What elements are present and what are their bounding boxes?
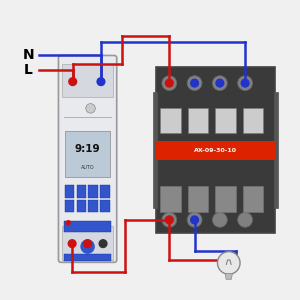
Circle shape: [238, 76, 253, 91]
Bar: [65, 200, 74, 212]
Bar: [188, 186, 208, 212]
Bar: [64, 221, 111, 232]
Bar: [76, 200, 86, 212]
Bar: [188, 108, 208, 134]
Circle shape: [99, 240, 107, 248]
Circle shape: [191, 79, 198, 87]
Circle shape: [97, 78, 105, 86]
Bar: [156, 67, 275, 233]
Circle shape: [86, 103, 95, 113]
Text: L: L: [24, 63, 33, 77]
Bar: [100, 185, 110, 198]
Circle shape: [191, 216, 198, 224]
Circle shape: [81, 240, 94, 253]
Circle shape: [69, 78, 76, 86]
Circle shape: [187, 212, 202, 227]
Bar: [243, 108, 263, 134]
Bar: [62, 226, 113, 260]
Circle shape: [68, 240, 76, 248]
Bar: [160, 186, 181, 212]
Bar: [65, 131, 110, 177]
Circle shape: [66, 221, 70, 225]
Bar: [215, 186, 236, 212]
Bar: [153, 92, 157, 208]
Text: 9:19: 9:19: [75, 144, 101, 154]
Bar: [88, 200, 98, 212]
Circle shape: [212, 76, 227, 91]
Text: N: N: [22, 48, 34, 62]
Circle shape: [84, 240, 92, 248]
Circle shape: [212, 212, 227, 227]
Bar: [88, 185, 98, 198]
Circle shape: [218, 252, 240, 274]
FancyBboxPatch shape: [58, 56, 117, 262]
Text: AUTO: AUTO: [81, 165, 94, 170]
Bar: [156, 141, 275, 160]
Polygon shape: [225, 273, 232, 279]
Circle shape: [162, 76, 177, 91]
Bar: [215, 108, 236, 134]
Circle shape: [166, 79, 173, 87]
Bar: [76, 185, 86, 198]
Circle shape: [241, 79, 249, 87]
Bar: [65, 185, 74, 198]
Bar: [160, 108, 181, 134]
Circle shape: [187, 76, 202, 91]
Bar: [274, 92, 278, 208]
Bar: [243, 186, 263, 212]
Circle shape: [238, 212, 253, 227]
Circle shape: [166, 216, 173, 224]
Bar: [62, 64, 113, 97]
Bar: [100, 200, 110, 212]
Bar: [64, 254, 111, 262]
Circle shape: [216, 79, 224, 87]
Text: AX-09-30-10: AX-09-30-10: [194, 148, 237, 153]
Circle shape: [162, 212, 177, 227]
